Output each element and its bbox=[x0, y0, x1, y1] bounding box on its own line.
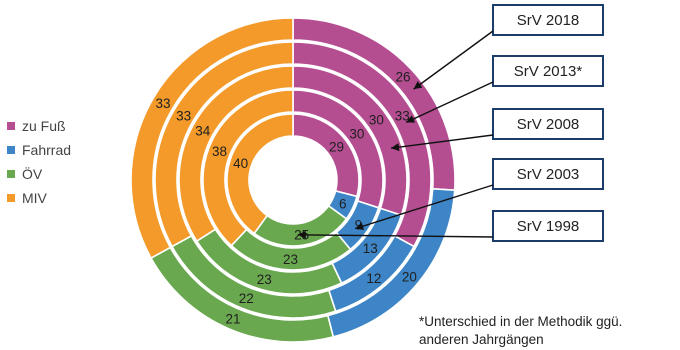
legend-label-miv: MIV bbox=[22, 190, 48, 206]
value-label-srv-2018-fahrrad: 20 bbox=[402, 269, 417, 284]
value-label-srv-2008-miv: 34 bbox=[195, 123, 211, 138]
value-label-srv-2003-miv: 38 bbox=[212, 144, 227, 159]
callout-box-srv-2003 bbox=[492, 158, 604, 190]
callout-label-srv-2018: SrV 2018 bbox=[517, 12, 580, 29]
segment-srv-2013-miv bbox=[154, 41, 294, 248]
callout-line-srv-2018 bbox=[413, 30, 494, 90]
segment-srv-2008-miv bbox=[178, 65, 294, 243]
value-label-srv-2003-fahrrad: 9 bbox=[355, 217, 363, 232]
value-label-srv-2018-zu-fuss: 26 bbox=[396, 70, 411, 85]
callout-arrowhead-srv-1998 bbox=[297, 230, 306, 239]
legend-label-oev: ÖV bbox=[22, 165, 43, 182]
segment-srv-2018-miv bbox=[130, 17, 294, 260]
legend-swatch-fahrrad bbox=[7, 146, 15, 154]
callout-box-srv-2008 bbox=[492, 108, 604, 140]
value-label-srv-2013-oev: 22 bbox=[239, 291, 254, 306]
callout-box-srv-2018 bbox=[492, 4, 604, 36]
callout-line-srv-2008 bbox=[390, 134, 494, 149]
value-label-srv-2008-oev: 23 bbox=[257, 272, 272, 287]
callout-srv-2018: SrV 2018 bbox=[413, 4, 604, 90]
chart-legend: zu Fuß Fahrrad ÖV MIV bbox=[7, 118, 71, 206]
segment-srv-1998-miv bbox=[226, 113, 294, 235]
value-label-srv-2013-zu-fuss: 33 bbox=[395, 108, 410, 123]
callout-srv-1998: SrV 1998 bbox=[297, 210, 604, 242]
callout-box-srv-1998 bbox=[492, 210, 604, 242]
legend-label-zu-fuss: zu Fuß bbox=[22, 118, 66, 134]
value-label-srv-2003-zu-fuss: 30 bbox=[349, 127, 364, 142]
value-label-srv-2008-fahrrad: 13 bbox=[363, 241, 378, 256]
callout-arrowhead-srv-2013 bbox=[406, 115, 416, 123]
callout-arrowhead-srv-2003 bbox=[355, 222, 365, 231]
footnote-line-2: anderen Jahrgängen bbox=[419, 332, 544, 347]
value-label-srv-1998-fahrrad: 6 bbox=[339, 196, 347, 211]
callout-line-srv-1998 bbox=[297, 234, 494, 238]
callout-arrowhead-srv-2008 bbox=[390, 143, 400, 152]
callout-line-srv-2003 bbox=[355, 184, 494, 230]
value-label-srv-2003-oev: 23 bbox=[283, 252, 298, 267]
value-label-srv-1998-zu-fuss: 29 bbox=[329, 139, 344, 154]
legend-swatch-oev bbox=[7, 170, 15, 178]
value-label-srv-1998-miv: 40 bbox=[233, 156, 248, 171]
segment-srv-2003-miv bbox=[202, 89, 294, 247]
value-label-srv-2013-fahrrad: 12 bbox=[366, 271, 381, 286]
chart-callouts: SrV 2018 SrV 2013* SrV 2008 SrV 2003 SrV 199… bbox=[297, 4, 604, 242]
value-label-srv-2008-zu-fuss: 30 bbox=[369, 112, 384, 127]
chart-data-labels: 26202133331222333013233430923382962540 bbox=[156, 70, 417, 327]
footnote-line-1: *Unterschied in der Methodik ggü. bbox=[419, 314, 623, 329]
callout-label-srv-2013: SrV 2013* bbox=[514, 63, 583, 80]
value-label-srv-2013-miv: 33 bbox=[176, 108, 191, 123]
callout-srv-2003: SrV 2003 bbox=[355, 158, 604, 231]
callout-label-srv-2008: SrV 2008 bbox=[517, 116, 580, 133]
callout-srv-2013: SrV 2013* bbox=[405, 55, 604, 123]
legend-label-fahrrad: Fahrrad bbox=[22, 142, 71, 158]
value-label-srv-2018-miv: 33 bbox=[156, 96, 171, 111]
callout-label-srv-1998: SrV 1998 bbox=[517, 218, 580, 235]
callout-srv-2008: SrV 2008 bbox=[390, 108, 604, 152]
callout-arrowhead-srv-2018 bbox=[413, 81, 423, 90]
chart-rings bbox=[130, 17, 456, 343]
callout-line-srv-2013 bbox=[405, 81, 494, 123]
callout-label-srv-2003: SrV 2003 bbox=[517, 166, 580, 183]
methodology-footnote: *Unterschied in der Methodik ggü. andere… bbox=[419, 313, 679, 349]
legend-swatch-miv bbox=[7, 194, 15, 202]
callout-box-srv-2013 bbox=[492, 55, 604, 87]
value-label-srv-2018-oev: 21 bbox=[226, 312, 241, 327]
legend-swatch-zu-fuss bbox=[7, 122, 15, 130]
